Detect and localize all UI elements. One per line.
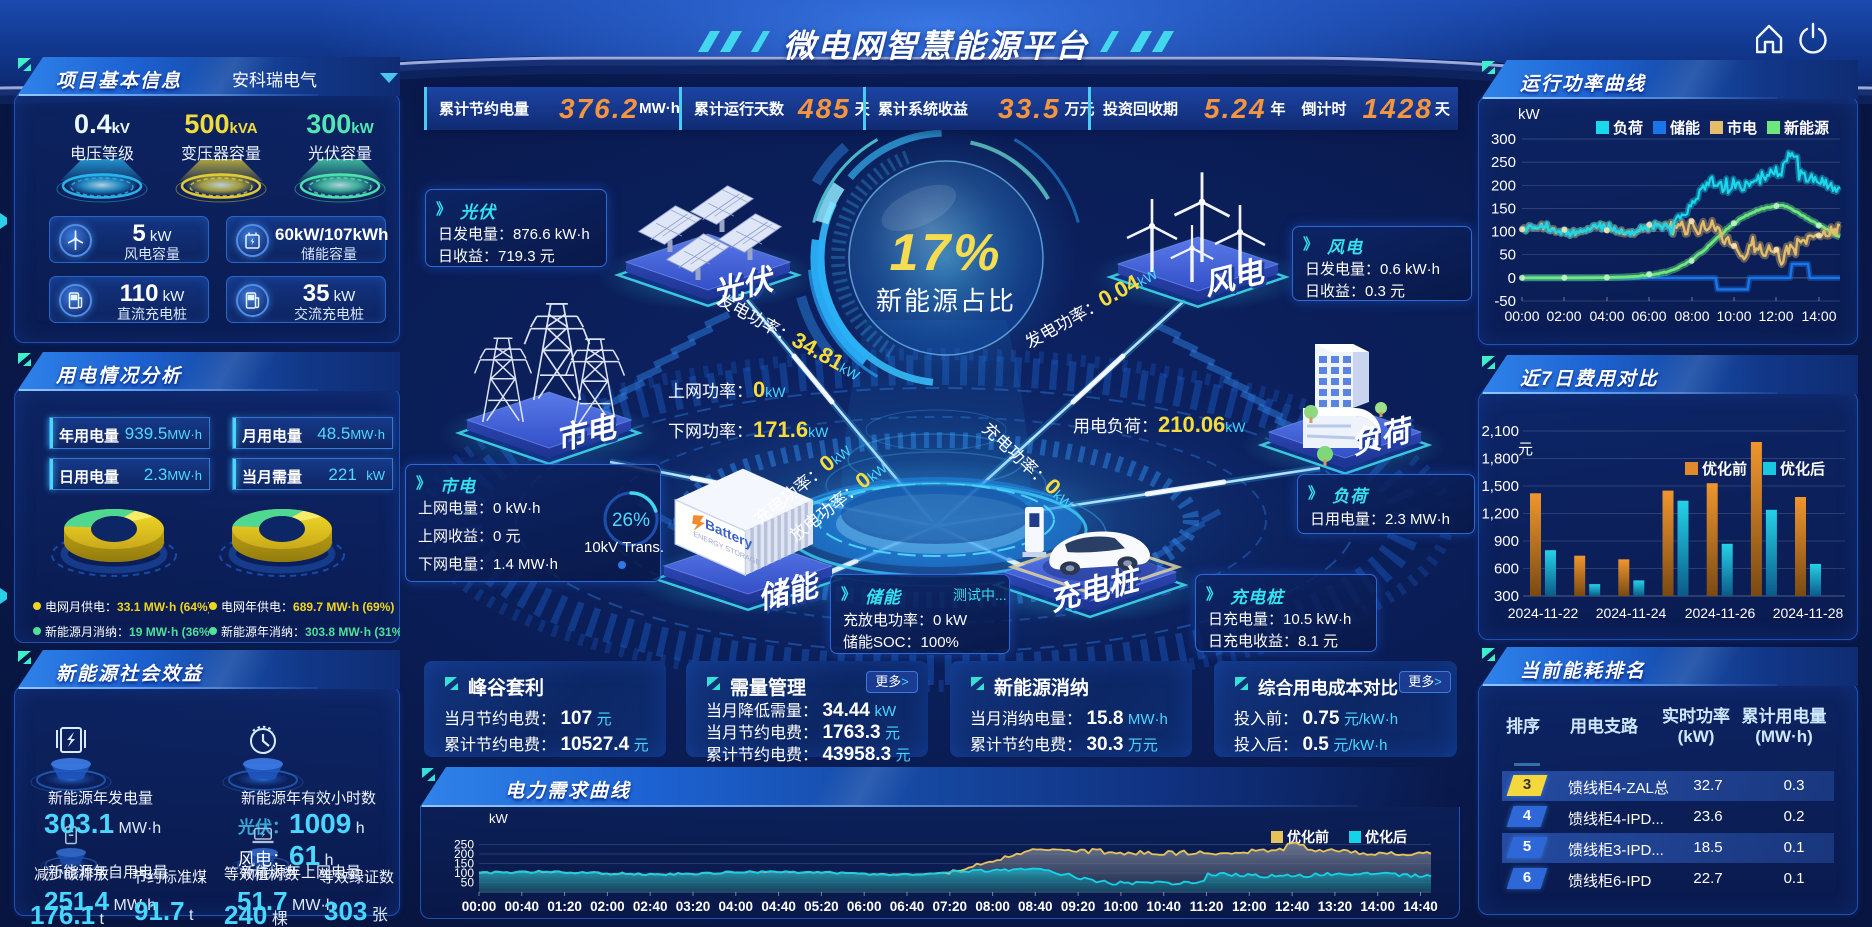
svg-text:用电负荷：210.06kW: 用电负荷：210.06kW	[1073, 412, 1246, 437]
svg-text:13:20: 13:20	[1318, 899, 1353, 914]
svg-text:1,500: 1,500	[1481, 478, 1519, 495]
svg-text:150: 150	[454, 857, 474, 871]
svg-text:2024-11-22: 2024-11-22	[1508, 605, 1579, 621]
svg-text:负荷: 负荷	[1613, 119, 1643, 137]
svg-text:100: 100	[1491, 224, 1516, 241]
svg-text:600: 600	[1494, 561, 1519, 578]
svg-text:14:40: 14:40	[1403, 899, 1438, 914]
svg-text:kW: kW	[1518, 106, 1541, 123]
svg-text:150: 150	[1491, 200, 1516, 217]
svg-text:03:20: 03:20	[676, 899, 711, 914]
svg-text:00:00: 00:00	[462, 899, 497, 914]
svg-text:2,100: 2,100	[1481, 423, 1519, 440]
svg-text:新能源占比: 新能源占比	[876, 286, 1016, 316]
svg-text:09:20: 09:20	[1061, 899, 1096, 914]
svg-text:08:40: 08:40	[1018, 899, 1053, 914]
svg-text:11:20: 11:20	[1190, 899, 1224, 914]
svg-text:优化后: 优化后	[1365, 829, 1407, 845]
svg-text:06:00: 06:00	[1631, 308, 1666, 324]
svg-text:00:40: 00:40	[505, 899, 540, 914]
svg-text:14:00: 14:00	[1360, 899, 1395, 914]
svg-text:储能: 储能	[1670, 119, 1700, 137]
svg-text:元: 元	[1518, 441, 1533, 458]
svg-text:新能源: 新能源	[1784, 119, 1829, 137]
svg-text:02:00: 02:00	[590, 899, 625, 914]
svg-text:250: 250	[1491, 154, 1516, 171]
svg-text:100: 100	[454, 866, 474, 880]
svg-text:2024-11-28: 2024-11-28	[1773, 605, 1844, 621]
svg-text:12:00: 12:00	[1232, 899, 1267, 914]
svg-text:200: 200	[454, 847, 474, 861]
svg-text:05:20: 05:20	[804, 899, 839, 914]
svg-text:200: 200	[1491, 177, 1516, 194]
svg-text:-50: -50	[1494, 293, 1516, 310]
svg-text:10:00: 10:00	[1104, 899, 1139, 914]
svg-text:04:00: 04:00	[719, 899, 754, 914]
svg-text:2024-11-24: 2024-11-24	[1596, 605, 1667, 621]
svg-text:优化前: 优化前	[1287, 829, 1329, 845]
svg-text:08:00: 08:00	[1674, 308, 1709, 324]
svg-text:300: 300	[1494, 588, 1519, 605]
svg-text:01:20: 01:20	[547, 899, 582, 914]
svg-text:优化后: 优化后	[1780, 460, 1825, 478]
svg-text:kW: kW	[489, 811, 509, 826]
svg-text:12:00: 12:00	[1758, 308, 1793, 324]
svg-text:06:40: 06:40	[890, 899, 925, 914]
svg-text:优化前: 优化前	[1702, 460, 1747, 478]
svg-text:07:20: 07:20	[933, 899, 968, 914]
svg-text:08:00: 08:00	[975, 899, 1010, 914]
svg-text:00:00: 00:00	[1504, 308, 1539, 324]
svg-text:17%: 17%	[889, 224, 1002, 282]
svg-text:市电: 市电	[1727, 119, 1757, 137]
svg-text:1,200: 1,200	[1481, 506, 1519, 523]
svg-text:04:40: 04:40	[761, 899, 796, 914]
svg-text:900: 900	[1494, 533, 1519, 550]
svg-text:50: 50	[461, 876, 475, 890]
svg-text:12:40: 12:40	[1275, 899, 1310, 914]
svg-text:1,800: 1,800	[1481, 451, 1519, 468]
svg-text:250: 250	[454, 838, 474, 852]
svg-text:06:00: 06:00	[847, 899, 882, 914]
svg-text:26%: 26%	[612, 510, 650, 531]
svg-text:14:00: 14:00	[1801, 308, 1836, 324]
svg-text:2024-11-26: 2024-11-26	[1685, 605, 1756, 621]
svg-text:10:00: 10:00	[1716, 308, 1751, 324]
svg-text:0: 0	[1508, 270, 1516, 287]
svg-text:02:00: 02:00	[1546, 308, 1581, 324]
svg-text:下网功率：171.6kW: 下网功率：171.6kW	[668, 417, 829, 442]
svg-text:04:00: 04:00	[1589, 308, 1624, 324]
svg-text:10:40: 10:40	[1146, 899, 1181, 914]
svg-text:50: 50	[1499, 247, 1516, 264]
svg-text:300: 300	[1491, 131, 1516, 148]
svg-text:02:40: 02:40	[633, 899, 668, 914]
